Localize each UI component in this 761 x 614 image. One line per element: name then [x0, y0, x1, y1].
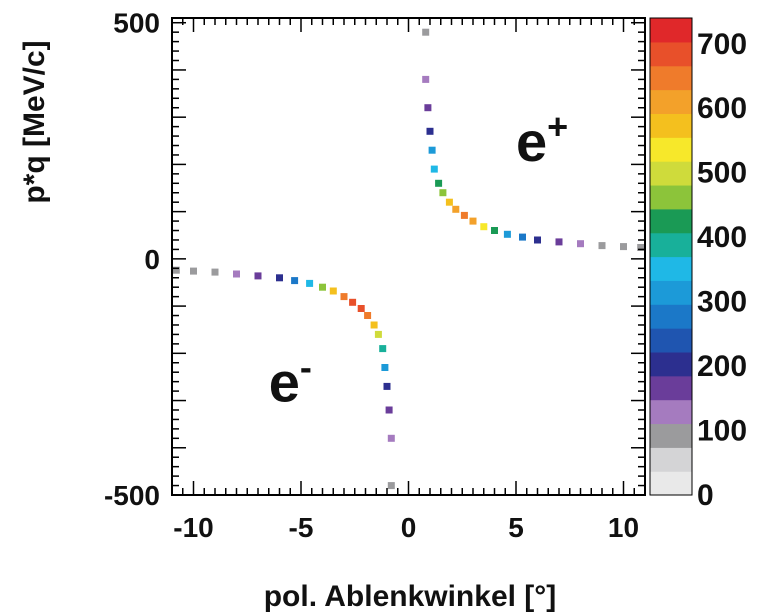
color-scale-step [650, 161, 692, 186]
color-scale-step [650, 18, 692, 43]
plot-background [172, 18, 645, 495]
y-tick-label: 500 [113, 8, 160, 39]
heatmap-cell [319, 283, 326, 291]
color-scale-step [650, 399, 692, 425]
heatmap-cell [491, 227, 498, 234]
color-scale-label: 400 [697, 221, 747, 254]
y-tick-label: 0 [144, 244, 160, 275]
color-scale-step [650, 328, 692, 353]
heatmap-cell [383, 382, 391, 390]
axis-ticks [171, 18, 646, 496]
heatmap-cell [519, 233, 526, 241]
color-scale-step [650, 184, 692, 210]
x-tick-label: 5 [508, 512, 524, 543]
heatmap-cells [172, 28, 645, 490]
heatmap-cell [422, 28, 430, 36]
color-scale-step [650, 256, 692, 281]
heatmap-cell [364, 312, 372, 319]
heatmap-cell [387, 434, 395, 442]
heatmap-cell [445, 198, 453, 206]
y-axis-title: p*q [MeV/c] [18, 40, 51, 203]
heatmap-cell [555, 238, 563, 246]
heatmap-cell [374, 330, 382, 338]
heatmap-cell [534, 236, 541, 244]
heatmap-cell [381, 364, 389, 371]
color-scale-label: 700 [697, 28, 747, 61]
color-scale-step [650, 375, 692, 401]
heatmap-cell [349, 298, 357, 306]
color-scale-labels: 0 100 200 300 400 500 600 700 [697, 28, 747, 512]
color-scale-label: 500 [697, 157, 747, 190]
annotations: e+ e- [269, 106, 568, 414]
color-scale-step [650, 89, 692, 114]
color-scale-label: 200 [697, 350, 747, 383]
color-scale-step [650, 447, 692, 472]
heatmap-cell [233, 270, 240, 278]
heatmap-cell [329, 287, 337, 295]
heatmap-cell [577, 240, 584, 248]
y-tick-labels: 500 0 -500 [104, 8, 160, 511]
x-tick-label: -5 [289, 512, 314, 543]
color-scale-label: 300 [697, 286, 747, 319]
heatmap-cell [460, 211, 468, 219]
heatmap-cell [426, 127, 434, 135]
heatmap-cell [439, 189, 447, 197]
x-tick-label: 0 [401, 512, 417, 543]
heatmap-cell [480, 223, 488, 231]
x-tick-label: -10 [173, 512, 213, 543]
heatmap-cell [276, 274, 283, 282]
heatmap-cell [385, 406, 393, 414]
heatmap-cell [211, 268, 219, 276]
color-scale-step [650, 41, 692, 67]
color-scale-step [650, 423, 692, 448]
color-scale-step [650, 137, 692, 162]
heatmap-cell [254, 272, 262, 280]
heatmap-cell [306, 279, 314, 287]
particle-label: e- [269, 347, 312, 414]
heatmap-cell [379, 345, 387, 353]
x-tick-labels: -10 -5 0 5 10 [173, 512, 639, 543]
color-scale-frame [649, 17, 693, 496]
particle-label: e+ [516, 106, 568, 173]
color-scale-step [650, 113, 692, 138]
y-tick-label: -500 [104, 480, 160, 511]
color-scale-step [650, 232, 692, 258]
heatmap-cell [424, 104, 432, 112]
heatmap-cell [435, 179, 443, 187]
heatmap-cell [357, 305, 365, 312]
color-scale-label: 0 [697, 479, 714, 512]
color-scale-label: 100 [697, 415, 747, 448]
heatmap-cell [190, 267, 197, 275]
x-tick-label: 10 [608, 512, 639, 543]
heatmap-cell [291, 277, 299, 285]
heatmap-cell [452, 205, 460, 213]
heatmap-cell [370, 321, 378, 329]
color-scale-label: 600 [697, 92, 747, 125]
heatmap-cell [387, 482, 395, 490]
color-scale-step [650, 65, 692, 91]
heatmap-cell [428, 146, 436, 154]
color-scale-step [650, 471, 692, 496]
heatmap-cell [422, 75, 430, 83]
heatmap-cell [469, 217, 477, 225]
color-scale-bar [649, 17, 693, 496]
heatmap-cell [637, 244, 645, 251]
heatmap-cell [430, 165, 438, 173]
heatmap-cell [340, 293, 348, 301]
heatmap-cell [503, 230, 511, 238]
color-scale-step [650, 351, 692, 377]
color-scale-step [650, 304, 692, 329]
heatmap-cell [172, 266, 180, 274]
color-scale-step [650, 280, 692, 305]
heatmap-cell [598, 242, 606, 250]
heatmap-cell [620, 243, 627, 251]
color-scale-step [650, 208, 692, 234]
x-axis-title: pol. Ablenkwinkel [°] [264, 580, 557, 613]
